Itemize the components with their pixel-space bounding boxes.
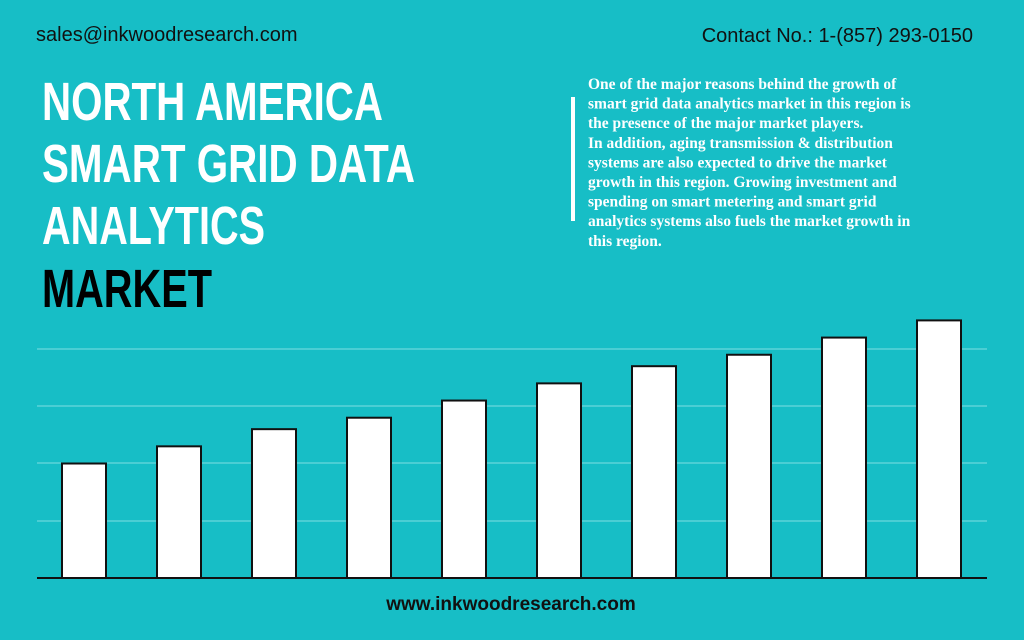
bar [631, 365, 677, 579]
bars [61, 319, 962, 580]
email: sales@inkwoodresearch.com [36, 24, 298, 46]
bar [346, 416, 392, 579]
description-line: growth in this region. Growing investmen… [588, 174, 897, 191]
title-line: SMART GRID DATA [42, 134, 415, 194]
bar [536, 382, 582, 579]
description-line: smart grid data analytics market in this… [588, 96, 911, 113]
description-line: systems are also expected to drive the m… [588, 154, 888, 171]
contact: Contact No.: 1-(857) 293-0150 [702, 25, 973, 47]
description-line: spending on smart metering and smart gri… [588, 194, 877, 211]
title-line: ANALYTICS [42, 196, 265, 256]
title-line: NORTH AMERICA [42, 72, 383, 132]
bar [821, 336, 867, 579]
description-line: In addition, aging transmission & distri… [588, 135, 893, 152]
description-line: One of the major reasons behind the grow… [588, 76, 897, 93]
description: One of the major reasons behind the grow… [588, 76, 911, 250]
bar [61, 462, 107, 579]
title-line: MARKET [42, 259, 212, 319]
accent-bar [571, 97, 575, 221]
description-line: the presence of the major market players… [588, 115, 863, 132]
description-line: analytics systems also fuels the market … [588, 213, 911, 230]
bar [726, 353, 772, 579]
bar [156, 445, 202, 579]
description-line: this region. [588, 233, 662, 250]
bar [916, 319, 962, 579]
bar [251, 428, 297, 580]
bar [441, 399, 487, 580]
website: www.inkwoodresearch.com [385, 594, 636, 615]
